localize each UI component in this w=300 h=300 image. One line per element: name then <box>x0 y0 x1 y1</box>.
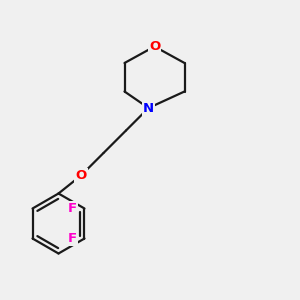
Text: F: F <box>68 202 77 215</box>
Text: F: F <box>68 232 77 245</box>
Text: O: O <box>149 40 160 53</box>
Text: N: N <box>143 101 154 115</box>
Text: O: O <box>75 169 87 182</box>
